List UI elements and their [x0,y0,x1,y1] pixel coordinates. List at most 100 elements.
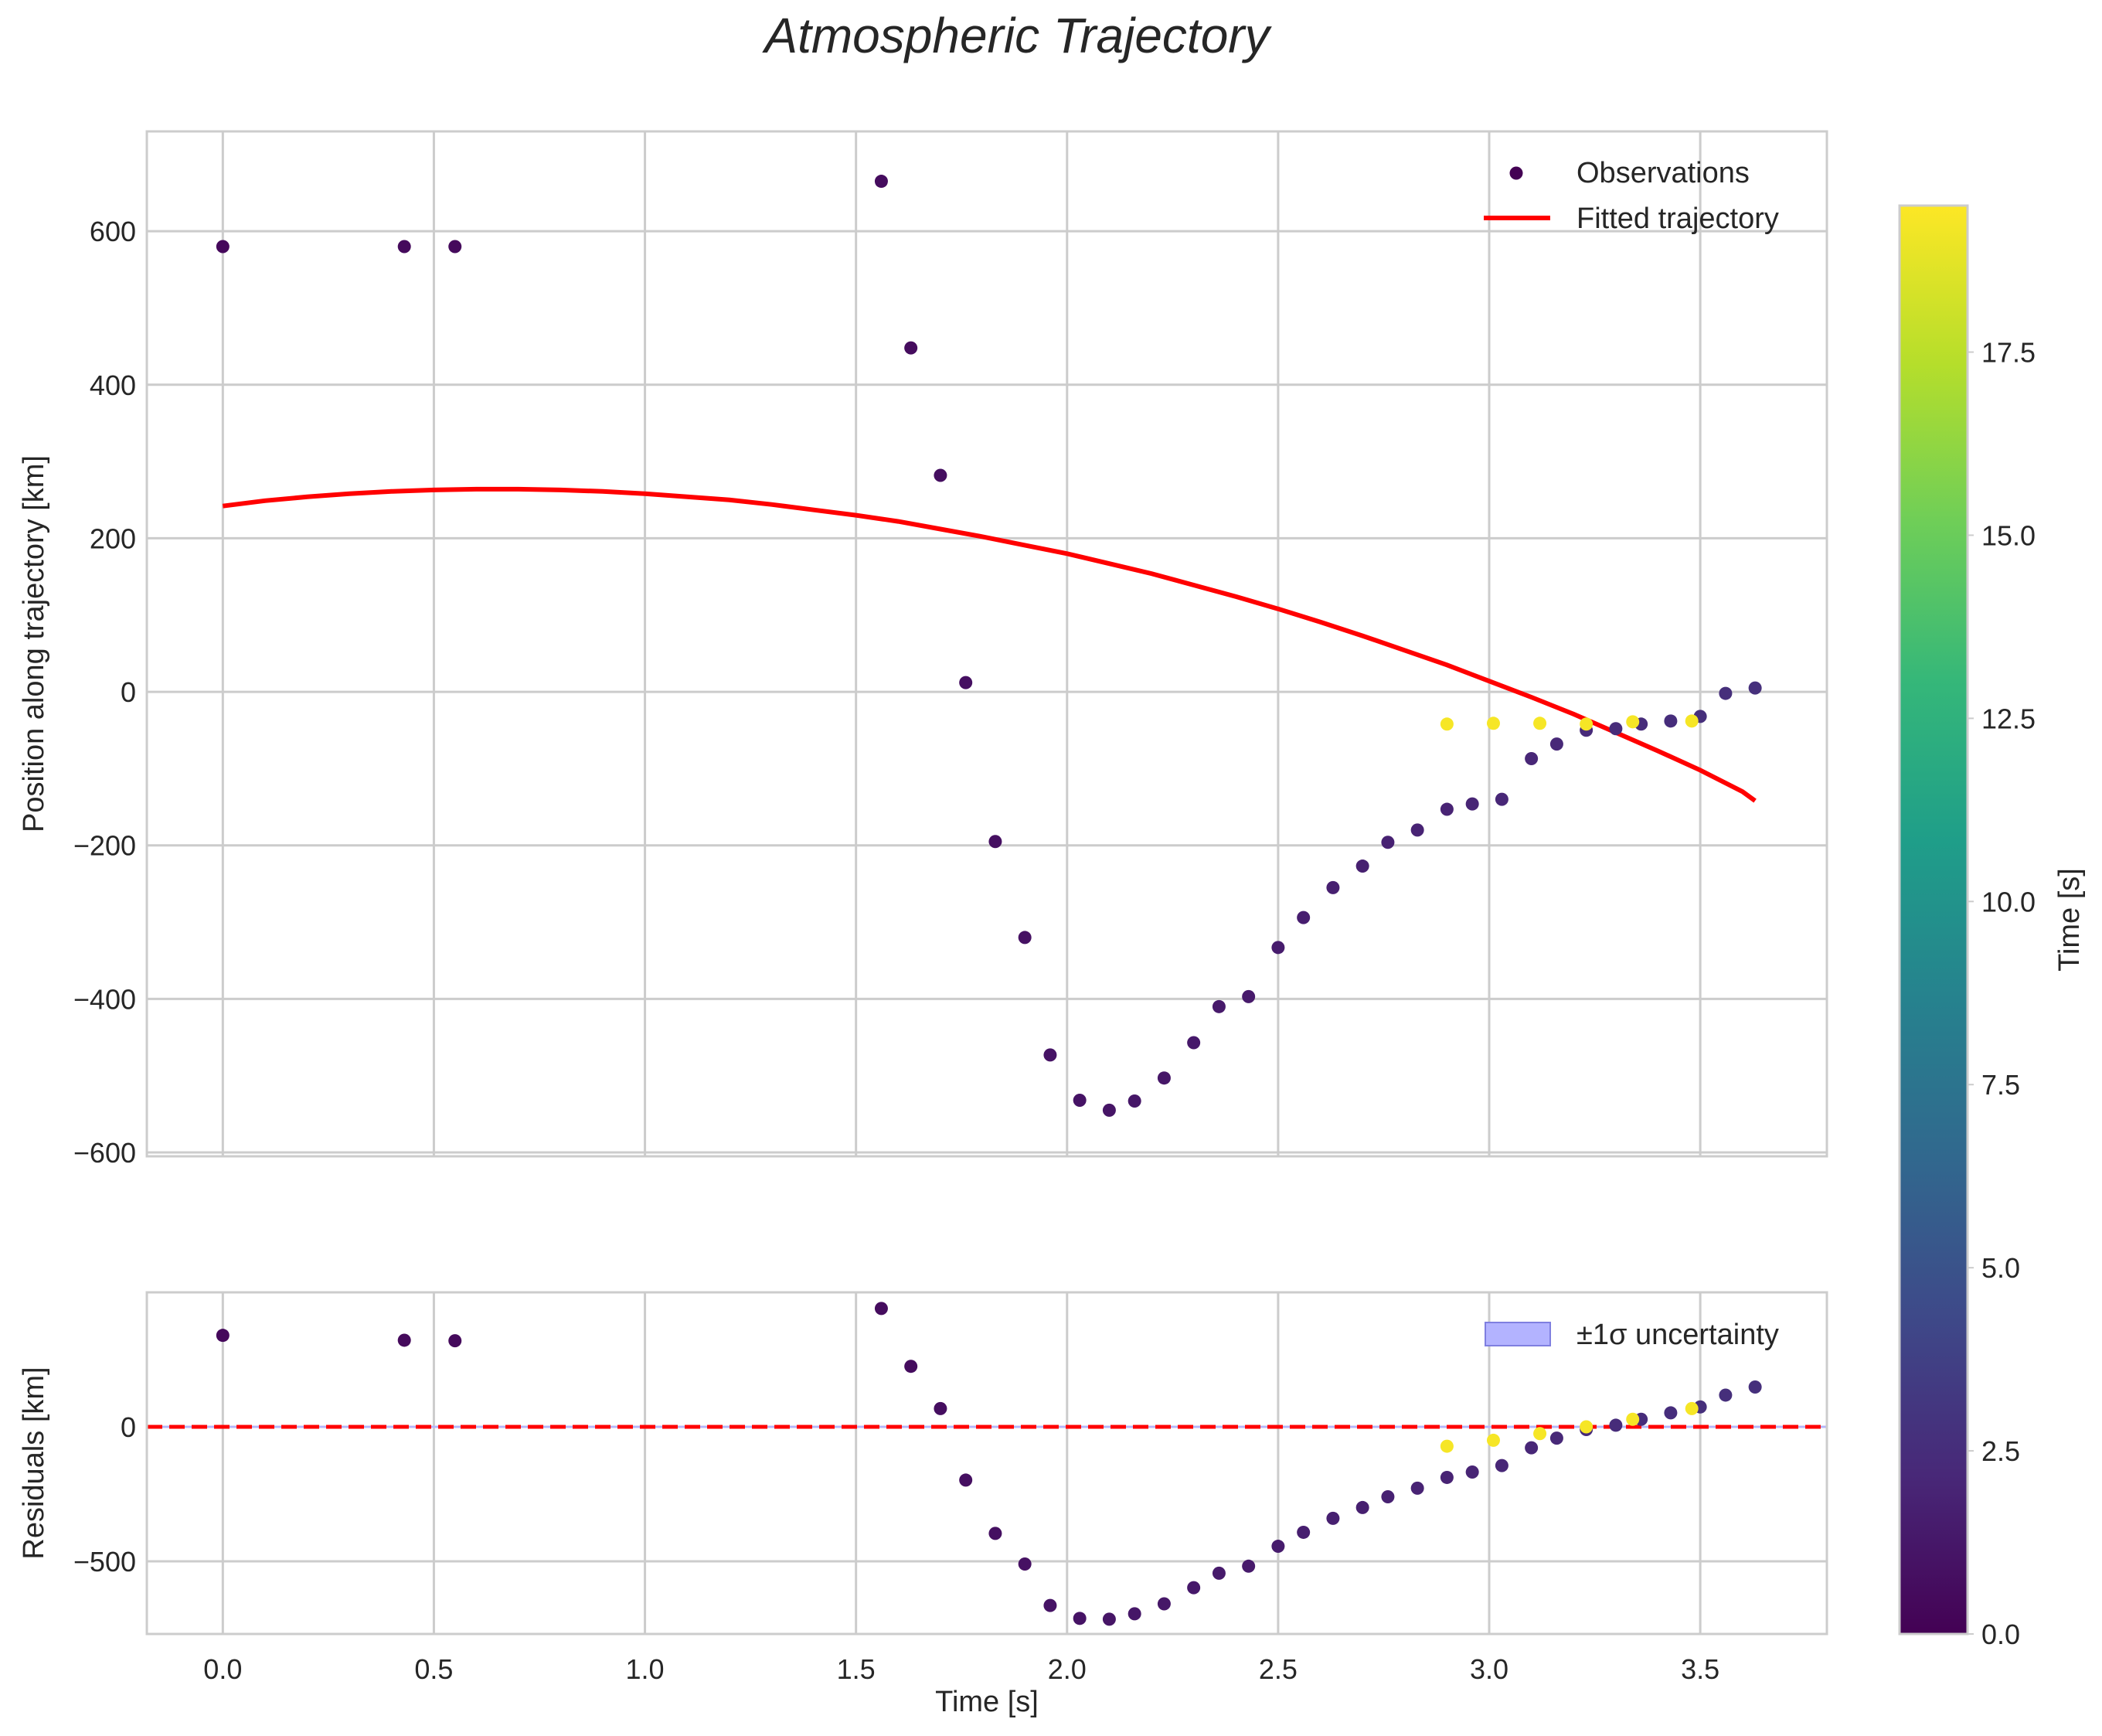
x-tick-label: 0.5 [414,1653,453,1685]
residual-point [1271,1540,1284,1553]
observation-point [1440,803,1454,816]
top-y-ticks: −600 −400 −200 0 200 400 600 [73,216,136,1169]
x-tick-label: 2.5 [1259,1653,1298,1685]
observation-point [1019,931,1032,944]
residuals-y-axis-label: Residuals [km] [18,1367,50,1559]
colorbar-tick-label: 12.5 [1981,703,2036,734]
colorbar-tick-label: 15.0 [1981,519,2036,551]
observation-point [1043,1048,1056,1061]
top-y-axis-label: Position along trajectory [km] [18,455,50,832]
residual-point [1103,1612,1116,1625]
observation-point [1158,1071,1171,1084]
residual-point [1411,1482,1424,1495]
residuals-panel: −500 0 0.0 0.5 1.0 1.5 2.0 2.5 3.0 3.5 Residuals… [18,1292,1827,1718]
observation-point [1626,715,1639,728]
top-plot-area [147,131,1827,1156]
residual-point [1466,1465,1479,1479]
observation-point [1381,836,1394,849]
observation-point [1495,793,1508,806]
observation-point [1487,717,1500,730]
residual-point [216,1329,230,1342]
residual-point [1073,1612,1087,1625]
top-y-tick-label: −600 [73,1137,136,1169]
residual-point [1533,1427,1546,1440]
colorbar-tick-label: 10.0 [1981,886,2036,917]
observation-point [1326,881,1339,894]
residual-point [398,1333,411,1346]
residual-point [1326,1512,1339,1525]
residual-point [1043,1599,1056,1612]
observation-point [1297,911,1310,924]
legend-uncertainty-label: ±1σ uncertainty [1576,1319,1779,1351]
residual-point [1487,1434,1500,1447]
legend-uncertainty-swatch [1485,1322,1550,1346]
observation-point [904,342,917,355]
residual-point [1719,1388,1732,1401]
colorbar-tick-label: 0.0 [1981,1619,2020,1650]
colorbar-gradient [1900,206,1968,1634]
observation-point [1664,714,1677,727]
x-tick-label: 1.0 [626,1653,665,1685]
residuals-y-ticks: −500 0 [73,1411,136,1578]
observation-point [1466,798,1479,811]
observation-point [216,240,230,253]
residual-point [875,1302,888,1315]
colorbar-ticks: 0.02.55.07.510.012.515.017.5 [1968,337,2036,1650]
residual-point [1495,1459,1508,1472]
top-y-tick-label: 0 [121,676,136,708]
observation-point [1580,717,1593,730]
residual-point [934,1402,947,1415]
observation-point [875,175,888,188]
residual-point [904,1360,917,1373]
residual-point [1213,1567,1226,1580]
observation-point [1213,1000,1226,1013]
residual-point [1580,1421,1593,1434]
residual-point [1019,1557,1032,1571]
residual-point [448,1334,461,1347]
observation-point [1685,714,1699,727]
residual-point [1381,1490,1394,1503]
top-y-tick-label: −400 [73,983,136,1015]
residual-point [959,1473,972,1486]
x-axis-label: Time [s] [935,1686,1039,1718]
top-y-tick-label: 600 [90,216,136,247]
residual-point [1685,1402,1699,1415]
observation-point [1609,722,1622,735]
residual-point [1440,1440,1454,1453]
residual-point [1609,1418,1622,1431]
x-tick-label: 1.5 [837,1653,876,1685]
colorbar-tick-label: 2.5 [1981,1435,2020,1467]
residual-point [1626,1413,1639,1426]
observation-point [934,468,947,482]
observation-point [1533,717,1546,730]
colorbar-tick-label: 17.5 [1981,337,2036,369]
colorbar: 0.0 2.5 5.0 7.5 10.0 12.5 15.0 17.5 Time [s] [1900,206,2086,1650]
observation-point [1719,687,1732,700]
top-y-tick-label: −200 [73,830,136,862]
residual-point [1242,1560,1255,1573]
residual-point [1187,1581,1200,1595]
observation-point [1411,823,1424,836]
observation-point [398,240,411,253]
residual-point [1550,1431,1563,1445]
observation-point [1749,682,1762,695]
x-tick-label: 3.0 [1470,1653,1508,1685]
top-y-tick-label: 200 [90,523,136,554]
observation-point [1550,737,1563,751]
residuals-y-tick-label: 0 [121,1411,136,1443]
residual-point [1297,1526,1310,1539]
x-tick-label: 3.5 [1681,1653,1719,1685]
observation-point [1356,859,1369,873]
top-y-tick-label: 400 [90,369,136,401]
top-panel: −600 −400 −200 0 200 400 600 Position along tr… [18,131,1827,1169]
residual-point [1664,1406,1677,1419]
x-tick-label: 2.0 [1048,1653,1087,1685]
observation-point [448,240,461,253]
residual-point [1749,1380,1762,1394]
colorbar-tick-label: 7.5 [1981,1069,2020,1101]
observation-point [1073,1094,1087,1107]
residuals-legend: ±1σ uncertainty [1485,1319,1779,1351]
residual-point [1158,1598,1171,1611]
observation-point [1128,1094,1141,1108]
legend-fit-label: Fitted trajectory [1576,203,1779,235]
